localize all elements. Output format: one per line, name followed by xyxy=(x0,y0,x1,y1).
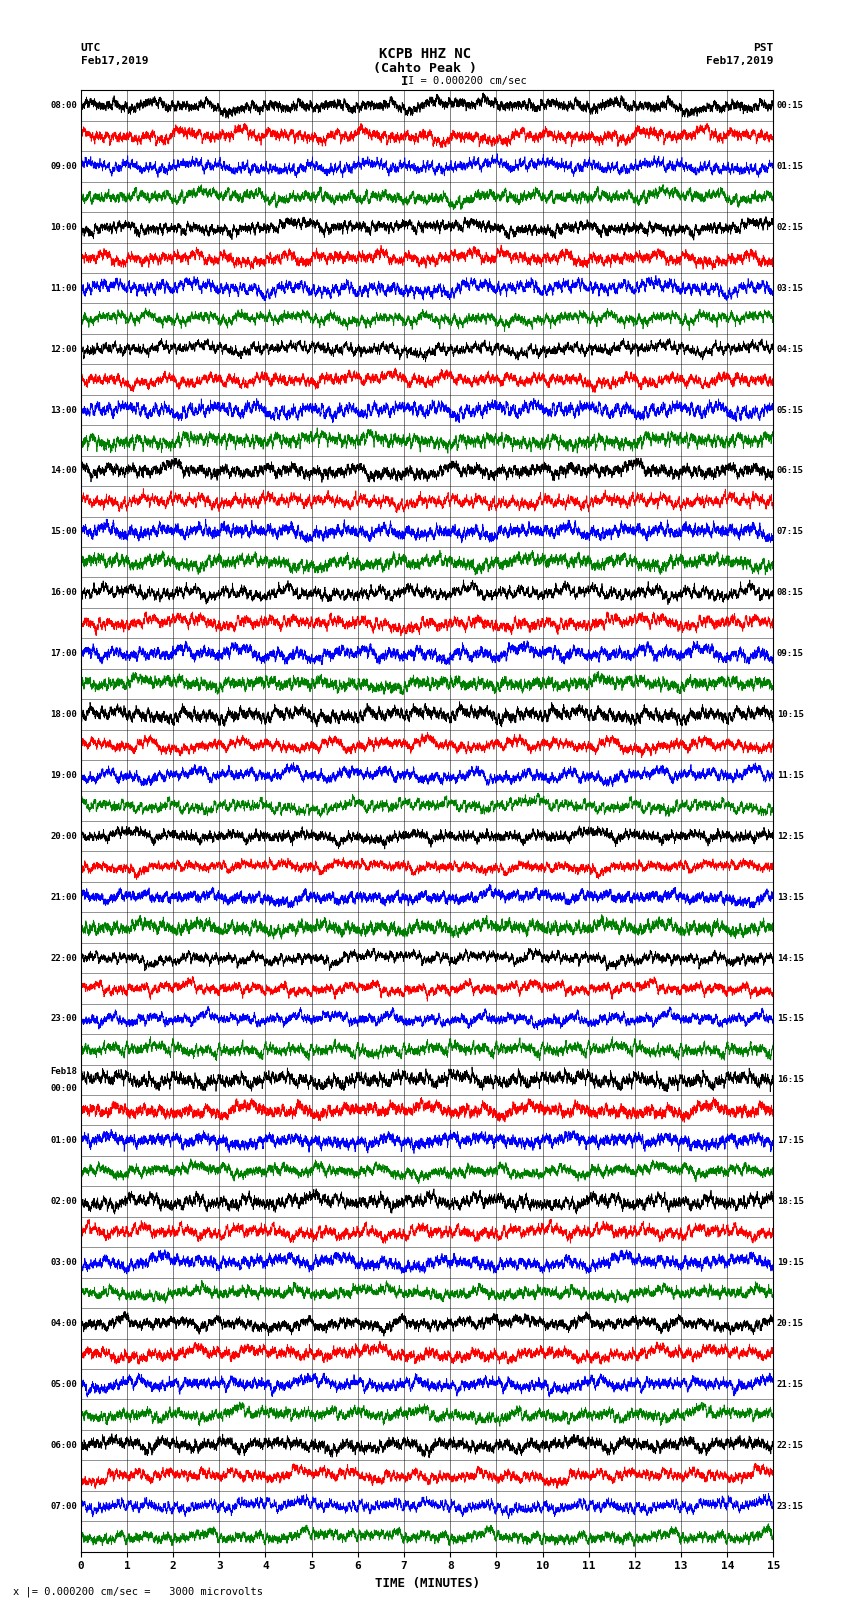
Text: PST: PST xyxy=(753,44,774,53)
Text: 20:00: 20:00 xyxy=(50,832,77,840)
Text: 16:00: 16:00 xyxy=(50,589,77,597)
Text: 18:15: 18:15 xyxy=(777,1197,804,1207)
Text: 19:00: 19:00 xyxy=(50,771,77,779)
Text: 21:15: 21:15 xyxy=(777,1379,804,1389)
Text: 14:00: 14:00 xyxy=(50,466,77,476)
Text: 23:15: 23:15 xyxy=(777,1502,804,1510)
Text: 01:00: 01:00 xyxy=(50,1136,77,1145)
Text: 10:00: 10:00 xyxy=(50,223,77,232)
Text: Feb17,2019: Feb17,2019 xyxy=(81,56,148,66)
Text: 07:00: 07:00 xyxy=(50,1502,77,1510)
Text: 09:00: 09:00 xyxy=(50,161,77,171)
Text: 12:15: 12:15 xyxy=(777,832,804,840)
Text: 12:00: 12:00 xyxy=(50,345,77,353)
Text: I: I xyxy=(401,74,408,89)
Text: 07:15: 07:15 xyxy=(777,527,804,536)
Text: I = 0.000200 cm/sec: I = 0.000200 cm/sec xyxy=(408,76,527,87)
Text: 11:15: 11:15 xyxy=(777,771,804,779)
Text: 18:00: 18:00 xyxy=(50,710,77,719)
Text: 03:15: 03:15 xyxy=(777,284,804,292)
Text: 15:15: 15:15 xyxy=(777,1015,804,1023)
Text: 16:15: 16:15 xyxy=(777,1076,804,1084)
Text: 10:15: 10:15 xyxy=(777,710,804,719)
Text: 00:15: 00:15 xyxy=(777,102,804,110)
Text: 22:00: 22:00 xyxy=(50,953,77,963)
Text: 06:15: 06:15 xyxy=(777,466,804,476)
Text: (Cahto Peak ): (Cahto Peak ) xyxy=(373,61,477,76)
Text: 21:00: 21:00 xyxy=(50,892,77,902)
Text: 17:15: 17:15 xyxy=(777,1136,804,1145)
Text: Feb17,2019: Feb17,2019 xyxy=(706,56,774,66)
Text: 11:00: 11:00 xyxy=(50,284,77,292)
Text: 14:15: 14:15 xyxy=(777,953,804,963)
Text: 08:00: 08:00 xyxy=(50,102,77,110)
Text: UTC: UTC xyxy=(81,44,101,53)
Text: 13:15: 13:15 xyxy=(777,892,804,902)
Text: 23:00: 23:00 xyxy=(50,1015,77,1023)
Text: 22:15: 22:15 xyxy=(777,1440,804,1450)
Text: 13:00: 13:00 xyxy=(50,405,77,415)
Text: 03:00: 03:00 xyxy=(50,1258,77,1266)
Text: 04:15: 04:15 xyxy=(777,345,804,353)
Text: 06:00: 06:00 xyxy=(50,1440,77,1450)
X-axis label: TIME (MINUTES): TIME (MINUTES) xyxy=(375,1578,479,1590)
Text: 01:15: 01:15 xyxy=(777,161,804,171)
Text: 02:00: 02:00 xyxy=(50,1197,77,1207)
Text: x |= 0.000200 cm/sec =   3000 microvolts: x |= 0.000200 cm/sec = 3000 microvolts xyxy=(13,1587,263,1597)
Text: KCPB HHZ NC: KCPB HHZ NC xyxy=(379,47,471,61)
Text: 08:15: 08:15 xyxy=(777,589,804,597)
Text: 05:15: 05:15 xyxy=(777,405,804,415)
Text: 17:00: 17:00 xyxy=(50,648,77,658)
Text: Feb18: Feb18 xyxy=(50,1066,77,1076)
Text: 00:00: 00:00 xyxy=(50,1084,77,1094)
Text: 04:00: 04:00 xyxy=(50,1319,77,1327)
Text: 05:00: 05:00 xyxy=(50,1379,77,1389)
Text: 15:00: 15:00 xyxy=(50,527,77,536)
Text: 09:15: 09:15 xyxy=(777,648,804,658)
Text: 19:15: 19:15 xyxy=(777,1258,804,1266)
Text: 20:15: 20:15 xyxy=(777,1319,804,1327)
Text: 02:15: 02:15 xyxy=(777,223,804,232)
